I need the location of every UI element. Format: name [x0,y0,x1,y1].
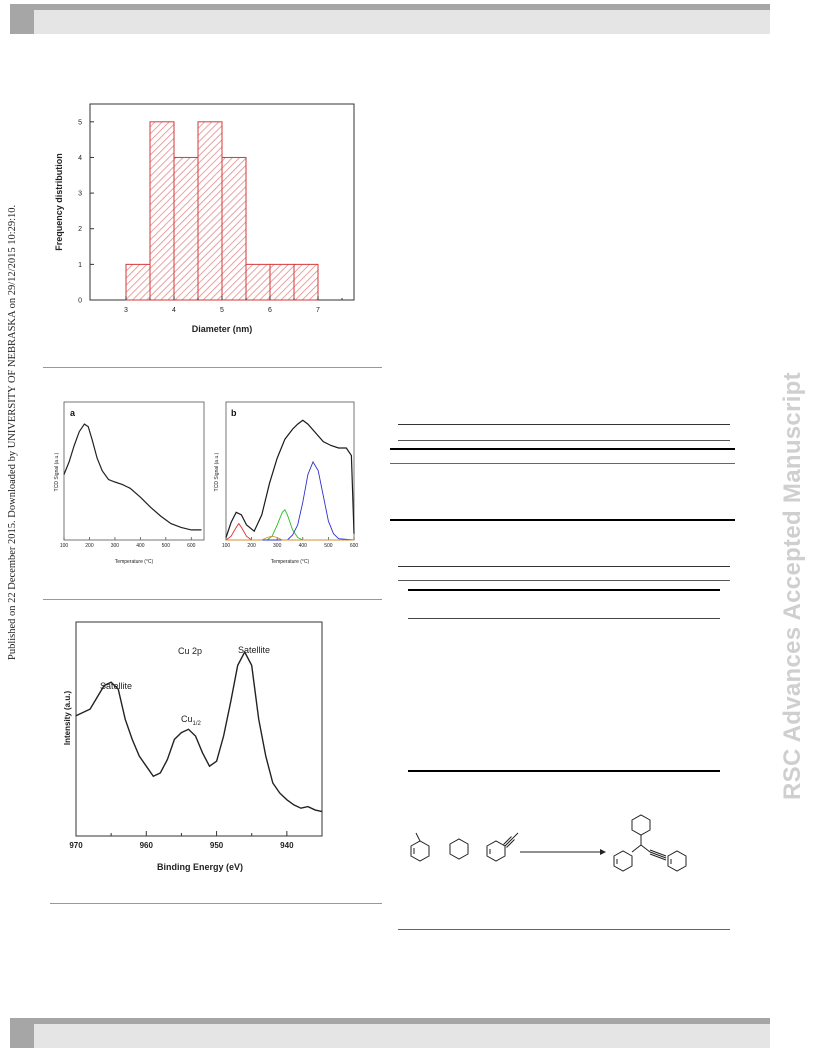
tpr-b-x-tick-label: 500 [324,543,333,549]
figure-rule [50,903,382,904]
figure-rule [43,367,382,368]
histogram-y-label: Frequency distribution [54,153,64,251]
toluene-structure [410,832,430,862]
histogram-y-tick-label: 0 [78,298,82,305]
xps-peak-mid-label: Cu1/2 [181,714,202,727]
tpr-a-x-tick-label: 500 [162,543,171,549]
footer-band-inner [34,1024,770,1048]
histogram-y-tick-label: 2 [78,226,82,233]
product-structure [613,814,687,872]
histogram-y-tick-label: 5 [78,119,82,126]
tpr-panel-b-y-label: TCD Signal (a.u.) [214,452,220,491]
header-band [10,4,770,34]
xps-peak-mid-main: Cu [181,714,193,724]
histogram-bar [293,263,319,301]
table-rule [408,618,720,619]
xps-peak-left-label: Satellite [100,681,132,691]
table-rule [390,448,735,450]
tpr-b-x-tick-label: 200 [247,543,256,549]
histogram-bar [197,121,223,301]
tpr-figure: a TCD Signal (a.u.) Temperature (°C) 100… [54,401,359,565]
histogram-x-tick-label: 4 [172,307,176,314]
tpr-b-x-tick-label: 600 [350,543,359,549]
cyclohexane-structure [449,838,469,860]
table-rule [398,424,730,425]
histogram-x-tick-label: 6 [268,307,272,314]
histogram-bar [245,263,271,301]
journal-watermark: RSC Advances Accepted Manuscript [779,372,806,800]
histogram-x-label: Diameter (nm) [192,324,253,334]
tpr-panel-a-x-label: Temperature (°C) [115,559,154,565]
table-rule [408,589,720,591]
xps-peak-right-label: Satellite [238,645,270,655]
xps-x-tick-label: 940 [280,841,294,850]
tpr-panel-b-frame [225,401,355,541]
xps-peak-mid-sub: 1/2 [193,721,202,727]
histogram-x-tick-label: 7 [316,307,320,314]
histogram-bar [149,121,175,301]
histogram-y-tick-label: 4 [78,155,82,162]
xps-plot-frame [75,621,323,837]
table-rule [408,770,720,772]
tpr-panel-b-label: b [231,408,237,418]
xps-x-label: Binding Energy (eV) [157,862,243,872]
histogram-bar [221,156,247,301]
xps-chart: 970 960 950 940 Cu 2p Satellite Cu1/2 Satel… [63,621,323,872]
table-rule [398,580,730,581]
tpr-b-x-tick-label: 300 [273,543,282,549]
xps-x-tick-label: 970 [69,841,83,850]
xps-x-tick-label: 960 [140,841,154,850]
histogram-bar [269,263,295,301]
tpr-a-x-tick-label: 300 [111,543,120,549]
tpr-panel-a-curve [63,423,202,531]
header-band-inner [34,10,770,34]
tpr-a-x-tick-label: 600 [187,543,196,549]
xps-title: Cu 2p [178,646,202,656]
tpr-b-series-curve [226,535,354,541]
histogram-y-tick-label: 3 [78,191,82,198]
histogram-chart: 3 4 5 6 7 0 1 2 3 4 5 Diameter (nm) Frequency dis… [54,103,355,334]
histogram-x-tick-label: 5 [220,307,224,314]
histogram-y-tick-label: 1 [78,262,82,269]
table-rule [398,440,730,441]
scheme-rule [398,929,730,930]
footer-band [10,1018,770,1048]
xps-y-label: Intensity (a.u.) [63,691,72,746]
histogram-bar [125,263,151,301]
tpr-b-series-curve [226,460,355,541]
published-note: Published on 22 December 2015. Downloade… [7,204,18,660]
figure-rule [43,599,382,600]
table-rule [398,566,730,567]
reaction-scheme [410,814,687,872]
xps-x-tick-label: 950 [210,841,224,850]
table-rule [390,519,735,521]
tpr-b-series-curve [225,419,355,538]
tpr-panel-a-label: a [70,408,76,418]
table-rule [390,463,735,464]
tpr-a-x-tick-label: 200 [85,543,94,549]
tpr-panel-b-x-label: Temperature (°C) [271,559,310,565]
histogram-x-tick-label: 3 [124,307,128,314]
tpr-b-x-tick-label: 100 [222,543,231,549]
tpr-a-x-tick-label: 100 [60,543,69,549]
tpr-a-x-tick-label: 400 [136,543,145,549]
xps-curve [75,650,323,813]
tpr-panel-a-y-label: TCD Signal (a.u.) [54,452,60,491]
tpr-b-x-tick-label: 400 [299,543,308,549]
tpr-panel-a-frame [63,401,205,541]
histogram-bar [173,156,199,301]
tpr-b-series-curve [226,509,354,541]
reaction-arrow [520,849,606,855]
phenylacetylene-structure [486,832,519,862]
